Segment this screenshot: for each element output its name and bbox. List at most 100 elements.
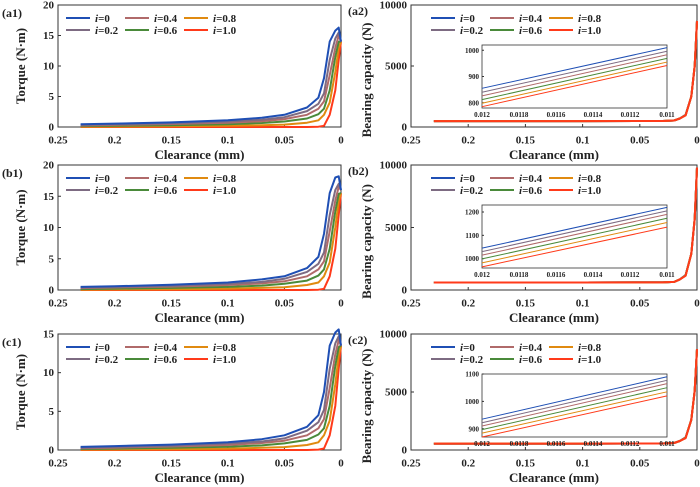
legend-var: i [95, 354, 99, 366]
legend-value: =0.2 [463, 185, 484, 197]
inset-x-tick-label: 0.011 [659, 111, 675, 119]
series-line-i-1.0 [80, 41, 342, 128]
y-tick-label: 10 [43, 222, 55, 234]
x-tick-label: 0 [338, 458, 344, 470]
legend-value: =1.0 [581, 185, 602, 197]
legend-entry: i=0.6 [125, 185, 178, 197]
legend-var: i [154, 13, 158, 25]
x-tick-label: 0.05 [275, 135, 295, 147]
legend-value: =0.6 [522, 354, 543, 366]
series-line-i-0.8 [80, 192, 342, 291]
inset-x-tick-label: 0.012 [474, 111, 490, 119]
legend-value: =0.2 [463, 25, 484, 37]
x-tick-label: 0.05 [275, 458, 295, 470]
legend-label: i=0 [460, 13, 475, 25]
legend-var: i [154, 25, 158, 37]
inset-series-line [481, 387, 668, 431]
panel-c1: (c1) 0.25 0.2 0.15 0.1 0.05 0 0 5 10 15 Clearance (… [2, 328, 344, 485]
series-line-i-0.2 [80, 182, 342, 289]
legend-entry: i=0.8 [549, 13, 602, 25]
legend-value: =0 [98, 173, 110, 185]
legend-label: i=0.6 [154, 25, 178, 37]
inset-y-tick-label: 1100 [465, 232, 479, 240]
legend-entry: i=0 [66, 13, 110, 25]
legend-var: i [519, 354, 523, 366]
panel-label: (c1) [2, 335, 21, 349]
legend-entry: i=0.4 [125, 173, 178, 185]
panel-c2: (c2) 0.25 0.2 0.15 0.1 0.05 0 0 5000 10000 Clearan… [348, 329, 700, 486]
x-tick-label: 0.2 [461, 135, 475, 147]
legend-value: =1.0 [216, 185, 237, 197]
legend-label: i=0.6 [154, 185, 178, 197]
inset-x-tick-label: 0.012 [474, 271, 490, 279]
inset-series-line [481, 206, 668, 249]
series-line-i-0.8 [80, 41, 342, 128]
legend-var: i [154, 173, 158, 185]
legend-label: i=0.6 [519, 185, 543, 197]
x-tick-label: 0.25 [401, 298, 421, 310]
legend-entry: i=0.8 [184, 342, 237, 354]
legend-entry: i=0.8 [549, 342, 602, 354]
legend-var: i [460, 13, 464, 25]
inset-series-line [481, 213, 668, 256]
inset-y-tick-label: 1100 [465, 371, 479, 379]
inset-x-tick-label: 0.0118 [510, 271, 529, 279]
legend-label: i=0.2 [95, 185, 119, 197]
inset-series-line [481, 57, 668, 101]
y-axis-label: Bearing capacity (N) [359, 23, 374, 138]
legend-value: =0.8 [581, 173, 602, 185]
inset-x-tick-label: 0.011 [659, 440, 675, 448]
x-tick-label: 0.2 [461, 458, 475, 470]
y-tick-label: 5000 [385, 61, 408, 73]
legend-label: i=0.4 [154, 13, 178, 25]
x-tick-label: 0 [694, 298, 700, 310]
legend-var: i [460, 173, 464, 185]
inset-series-line [481, 222, 668, 264]
legend-value: =0.2 [98, 25, 119, 37]
x-tick-label: 0.05 [275, 298, 295, 310]
x-tick-label: 0.1 [576, 298, 590, 310]
inset-x-tick-label: 0.012 [474, 440, 490, 448]
legend-var: i [519, 173, 523, 185]
legend-var: i [578, 185, 582, 197]
legend-label: i=0 [460, 342, 475, 354]
legend-entry: i=1.0 [184, 185, 237, 197]
y-tick-label: 10 [43, 61, 55, 73]
legend-entry: i=1.0 [184, 354, 237, 366]
panel-label: (a2) [348, 4, 368, 18]
inset-x-tick-label: 0.0118 [510, 111, 529, 119]
y-tick-label: 0 [49, 285, 55, 297]
x-tick-label: 0 [694, 135, 700, 147]
legend-value: =0.8 [216, 13, 237, 25]
x-tick-label: 0.1 [221, 458, 235, 470]
inset-plot: 0.012 0.0118 0.0116 0.0114 0.0112 0.011 800 900… [465, 44, 675, 119]
x-axis-label: Clearance (mm) [155, 310, 245, 325]
inset-x-tick-label: 0.0118 [510, 440, 529, 448]
legend-label: i=0.4 [154, 173, 178, 185]
legend-value: =0.4 [522, 173, 543, 185]
inset-x-tick-label: 0.0114 [584, 111, 603, 119]
legend-value: =0.2 [98, 354, 119, 366]
inset-y-tick-label: 1000 [465, 255, 480, 263]
series-line-i-0.8 [80, 345, 342, 451]
legend-var: i [95, 13, 99, 25]
legend-entry: i=0.8 [549, 173, 602, 185]
y-tick-label: 0 [402, 285, 408, 297]
legend-var: i [95, 173, 99, 185]
legend-entry: i=1.0 [549, 185, 602, 197]
y-tick-label: 5000 [385, 387, 408, 399]
x-tick-label: 0.15 [162, 458, 182, 470]
legend-var: i [213, 173, 217, 185]
series-line-i-0.6 [80, 192, 342, 291]
legend-value: =0.4 [522, 13, 543, 25]
legend-entry: i=0 [431, 173, 475, 185]
series-line-i-0.2 [80, 31, 342, 126]
y-tick-label: 0 [402, 445, 408, 457]
x-tick-label: 0.2 [461, 298, 475, 310]
x-tick-label: 0 [338, 298, 344, 310]
inset-x-tick-label: 0.0114 [584, 271, 603, 279]
inset-x-tick-label: 0.0112 [621, 440, 640, 448]
legend-entry: i=0.4 [490, 342, 543, 354]
legend-value: =0 [463, 173, 475, 185]
